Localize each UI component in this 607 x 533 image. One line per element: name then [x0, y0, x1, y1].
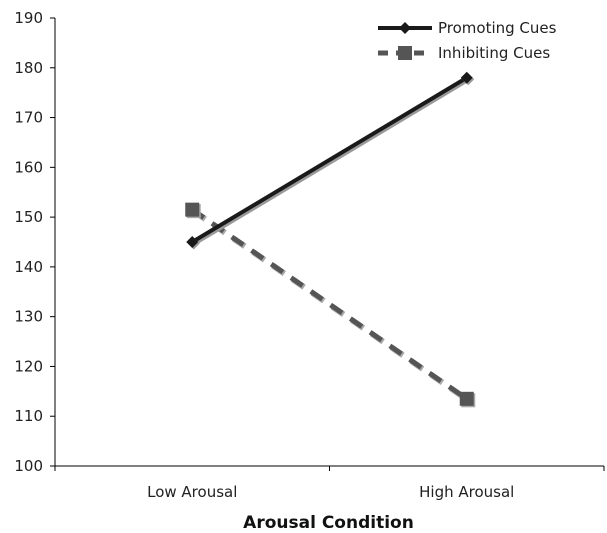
- y-tick-label: 160: [14, 158, 43, 176]
- y-tick-label: 150: [14, 208, 43, 226]
- series: [185, 72, 475, 408]
- data-point: [460, 392, 474, 406]
- series-line: [192, 78, 467, 242]
- legend-label-inhibiting: Inhibiting Cues: [438, 44, 550, 62]
- series-inhibiting: [185, 203, 475, 408]
- y-tick-label: 140: [14, 258, 43, 276]
- series-line-shadow: [194, 79, 469, 243]
- x-tick-label: High Arousal: [419, 483, 514, 501]
- legend-item-inhibiting: Inhibiting Cues: [378, 44, 550, 62]
- y-ticks: 100 110 120 130 140 150 160 170 180 190: [14, 9, 55, 475]
- y-tick-label: 100: [14, 457, 43, 475]
- legend-label-promoting: Promoting Cues: [438, 19, 557, 37]
- legend-item-promoting: Promoting Cues: [378, 19, 557, 37]
- x-tick-label: Low Arousal: [147, 483, 237, 501]
- y-tick-label: 120: [14, 357, 43, 375]
- y-tick-label: 110: [14, 407, 43, 425]
- axes: [55, 18, 604, 466]
- legend-marker-promoting: [399, 22, 411, 34]
- series-promoting: [186, 72, 474, 250]
- y-tick-label: 190: [14, 9, 43, 27]
- data-point: [185, 203, 199, 217]
- legend-marker-inhibiting: [398, 46, 412, 60]
- y-tick-label: 130: [14, 308, 43, 326]
- y-tick-label: 180: [14, 59, 43, 77]
- series-line: [192, 210, 467, 399]
- x-ticks: Low Arousal High Arousal: [55, 466, 604, 501]
- legend: Promoting Cues Inhibiting Cues: [378, 19, 557, 62]
- y-tick-label: 170: [14, 109, 43, 127]
- x-axis-title: Arousal Condition: [243, 513, 414, 533]
